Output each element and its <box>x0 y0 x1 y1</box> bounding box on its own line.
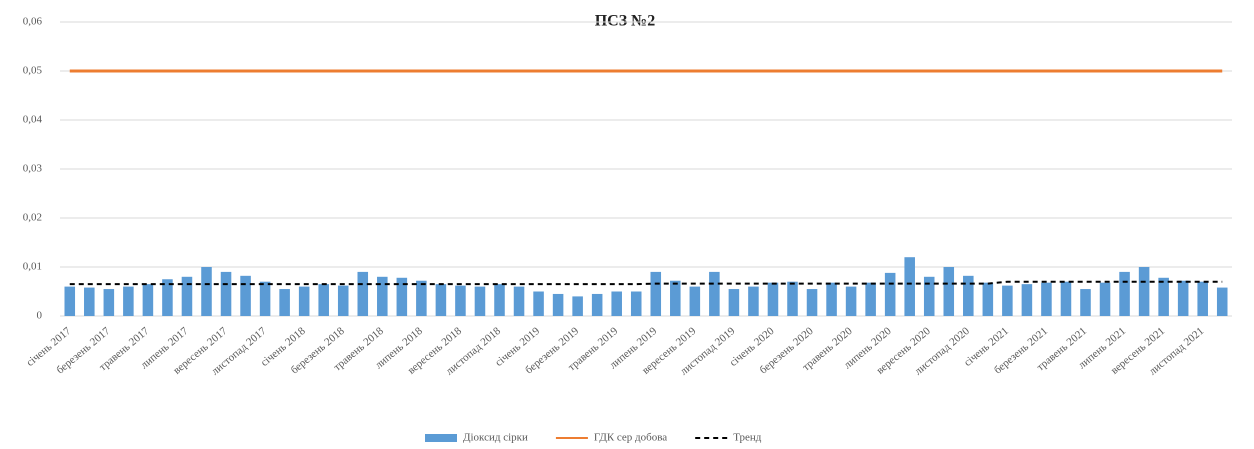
bar <box>1060 281 1072 316</box>
y-tick-label: 0,05 <box>23 65 43 77</box>
bar <box>103 289 115 316</box>
bar <box>162 279 173 316</box>
bar <box>845 286 857 316</box>
line <box>69 280 1223 286</box>
bar <box>552 293 564 316</box>
chart-title: ПСЗ №2 <box>595 13 656 30</box>
bar <box>1138 267 1150 316</box>
legend-swatch <box>425 434 457 442</box>
legend-item: Тренд <box>695 432 762 444</box>
bar <box>982 282 994 316</box>
bar <box>963 275 974 316</box>
bar <box>787 281 798 316</box>
bar <box>1041 282 1052 316</box>
bar <box>318 284 329 316</box>
y-tick-label: 0,01 <box>23 261 42 273</box>
bar <box>533 291 544 316</box>
bar <box>201 267 212 316</box>
bar <box>240 275 251 316</box>
bar <box>259 281 271 316</box>
bar <box>670 280 681 316</box>
bar <box>1216 287 1228 316</box>
bar <box>904 257 915 316</box>
bar <box>650 271 662 316</box>
bar <box>435 284 447 316</box>
bar <box>611 291 622 316</box>
legend-item: Діоксид сірки <box>425 432 528 444</box>
y-tick-label: 0,06 <box>23 16 43 28</box>
bar <box>806 289 818 316</box>
bar <box>377 276 388 316</box>
legend-label: ГДК сер добова <box>594 432 667 444</box>
bar <box>474 286 486 316</box>
legend-label: Діоксид сірки <box>463 432 528 444</box>
bar <box>298 286 310 316</box>
bar <box>630 291 642 316</box>
bar <box>1099 282 1111 316</box>
bar <box>884 272 896 316</box>
bar <box>220 271 232 316</box>
bar <box>767 282 779 316</box>
bar <box>1197 281 1208 316</box>
bar <box>1119 271 1130 316</box>
legend-item: ГДК сер добова <box>555 432 667 444</box>
bar <box>396 277 408 316</box>
bar <box>357 271 369 316</box>
bar <box>455 285 466 316</box>
bar <box>689 286 701 316</box>
bar <box>181 276 193 316</box>
bar <box>943 267 955 316</box>
bar <box>123 286 134 316</box>
bar <box>748 286 759 316</box>
bar <box>1002 285 1013 316</box>
bar <box>1158 277 1169 316</box>
bar <box>572 296 583 316</box>
bar <box>1177 280 1189 316</box>
bar <box>865 282 876 316</box>
bar <box>1021 284 1033 316</box>
bar <box>279 289 290 316</box>
bar <box>826 282 837 316</box>
y-tick-label: 0,03 <box>23 163 43 175</box>
bar <box>494 284 505 316</box>
bar <box>728 289 740 316</box>
legend-label: Тренд <box>733 432 762 444</box>
y-tick-label: 0,02 <box>23 212 42 224</box>
bar <box>64 286 76 316</box>
bar <box>591 293 603 316</box>
bar <box>923 276 935 316</box>
bar <box>513 286 525 316</box>
bar <box>709 271 720 316</box>
bar <box>142 284 154 316</box>
y-tick-label: 0 <box>37 310 43 322</box>
bar <box>337 285 349 316</box>
y-tick-label: 0,04 <box>23 114 43 126</box>
bar <box>84 287 95 316</box>
bar <box>1080 289 1091 316</box>
bar <box>416 280 427 316</box>
